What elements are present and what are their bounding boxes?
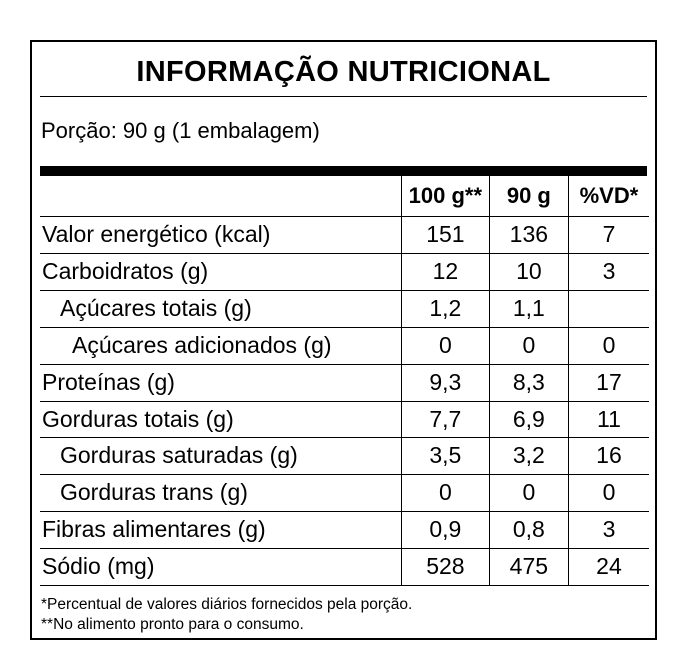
value-100g: 1,2 <box>400 289 490 328</box>
footnote-ready-to-eat: **No alimento pronto para o consumo. <box>41 616 304 633</box>
footnotes: *Percentual de valores diários fornecido… <box>41 595 412 635</box>
value-90g: 475 <box>488 548 569 587</box>
footnote-vd: *Percentual de valores diários fornecido… <box>41 596 413 613</box>
value-vd: 3 <box>567 252 649 291</box>
nutrient-name: Sódio (mg) <box>40 548 402 587</box>
label-title: INFORMAÇÃO NUTRICIONAL <box>136 56 551 88</box>
nutrient-name: Gorduras saturadas (g) <box>40 437 402 476</box>
nutrient-name: Açúcares totais (g) <box>40 289 402 328</box>
table-row: Gorduras trans (g) 0 0 0 <box>40 474 649 513</box>
value-100g: 0 <box>400 326 490 365</box>
title-divider <box>40 96 647 97</box>
table-row: Gorduras totais (g) 7,7 6,9 11 <box>40 400 649 439</box>
value-vd <box>567 289 649 328</box>
value-vd: 17 <box>567 363 649 402</box>
value-100g: 12 <box>400 252 490 291</box>
value-100g: 0,9 <box>400 511 490 550</box>
value-90g: 0 <box>488 474 569 513</box>
nutrition-table: 100 g** 90 g %VD* Valor energético (kcal… <box>40 176 649 587</box>
table-row: Açúcares totais (g) 1,2 1,1 <box>40 289 649 328</box>
nutrient-name: Açúcares adicionados (g) <box>40 326 402 365</box>
value-90g: 0 <box>488 326 569 365</box>
value-vd: 7 <box>567 216 649 254</box>
value-100g: 151 <box>400 216 490 254</box>
value-vd: 0 <box>567 326 649 365</box>
table-row: Sódio (mg) 528 475 24 <box>40 548 649 587</box>
table-row: Carboidratos (g) 12 10 3 <box>40 252 649 291</box>
value-vd: 24 <box>567 548 649 587</box>
value-vd: 16 <box>567 437 649 476</box>
portion-size: Porção: 90 g (1 embalagem) <box>41 118 320 143</box>
value-90g: 10 <box>488 252 569 291</box>
column-header-90g: 90 g <box>488 176 569 217</box>
value-90g: 136 <box>488 216 569 254</box>
table-row: Fibras alimentares (g) 0,9 0,8 3 <box>40 511 649 550</box>
value-90g: 6,9 <box>488 400 569 439</box>
table-row: Valor energético (kcal) 151 136 7 <box>40 216 649 254</box>
value-100g: 7,7 <box>400 400 490 439</box>
header-blank-cell <box>40 176 402 217</box>
nutrient-name: Fibras alimentares (g) <box>40 511 402 550</box>
column-header-100g: 100 g** <box>400 176 490 217</box>
nutrient-name: Proteínas (g) <box>40 363 402 402</box>
value-90g: 1,1 <box>488 289 569 328</box>
table-row: Açúcares adicionados (g) 0 0 0 <box>40 326 649 365</box>
nutrient-name: Gorduras trans (g) <box>40 474 402 513</box>
value-90g: 3,2 <box>488 437 569 476</box>
table-header-row: 100 g** 90 g %VD* <box>40 176 649 217</box>
value-100g: 528 <box>400 548 490 587</box>
nutrient-name: Gorduras totais (g) <box>40 400 402 439</box>
value-vd: 0 <box>567 474 649 513</box>
value-100g: 0 <box>400 474 490 513</box>
table-row: Gorduras saturadas (g) 3,5 3,2 16 <box>40 437 649 476</box>
value-vd: 11 <box>567 400 649 439</box>
value-90g: 8,3 <box>488 363 569 402</box>
nutrient-name: Carboidratos (g) <box>40 252 402 291</box>
nutrient-name: Valor energético (kcal) <box>40 216 402 254</box>
column-header-vd: %VD* <box>567 176 649 217</box>
value-90g: 0,8 <box>488 511 569 550</box>
value-100g: 9,3 <box>400 363 490 402</box>
nutrition-facts-label: INFORMAÇÃO NUTRICIONAL Porção: 90 g (1 e… <box>30 40 657 640</box>
table-row: Proteínas (g) 9,3 8,3 17 <box>40 363 649 402</box>
value-100g: 3,5 <box>400 437 490 476</box>
thick-divider-bar <box>40 166 647 176</box>
value-vd: 3 <box>567 511 649 550</box>
